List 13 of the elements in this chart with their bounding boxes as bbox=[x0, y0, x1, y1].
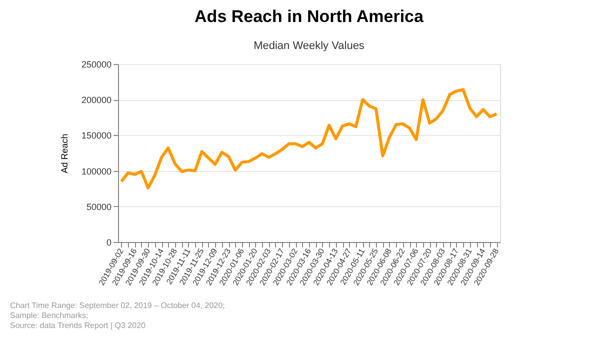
y-tick-label: 150000 bbox=[81, 130, 112, 141]
chart-subtitle: Median Weekly Values bbox=[254, 40, 365, 52]
y-tick-label: 100000 bbox=[81, 166, 112, 176]
y-tick-label: 250000 bbox=[81, 60, 112, 70]
y-axis-title: Ad Reach bbox=[59, 134, 70, 174]
y-tick-label: 50000 bbox=[86, 202, 112, 212]
y-tick-label: 0 bbox=[106, 238, 112, 248]
y-tick-label: 200000 bbox=[81, 95, 112, 106]
text: Sample: Benchmarks; bbox=[10, 311, 88, 320]
line-series bbox=[120, 88, 498, 190]
text: Chart Time Range: September 02, 2019 – October 04, 2020; bbox=[10, 301, 225, 310]
source-note: Source: data Trends Report | Q3 2020 bbox=[10, 321, 146, 330]
chart-title: Ads Reach in North America bbox=[194, 7, 424, 26]
